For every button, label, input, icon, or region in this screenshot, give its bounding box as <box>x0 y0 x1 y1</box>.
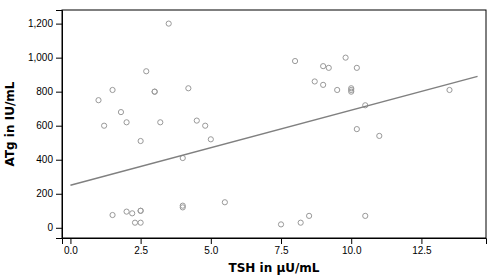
tick: 400 <box>36 154 62 165</box>
point <box>306 213 311 218</box>
tick-mark <box>56 126 62 127</box>
point <box>158 120 163 125</box>
point <box>144 69 149 74</box>
tick-mark <box>56 24 62 25</box>
tick-label: 5.0 <box>204 245 218 256</box>
point <box>326 65 331 70</box>
point <box>152 89 157 94</box>
point <box>186 86 191 91</box>
plot-frame <box>62 10 486 238</box>
chart: 0.0 2.5 5.0 7.5 10.0 12.5 0 200 400 600 800 1,000 1,… <box>0 0 500 278</box>
tick: 5.0 <box>204 238 218 256</box>
point <box>363 213 368 218</box>
point <box>349 89 354 94</box>
tick-label: 1,000 <box>28 52 53 63</box>
tick-label: 10.0 <box>342 245 362 256</box>
point <box>354 65 359 70</box>
tick: 1,200 <box>28 18 62 29</box>
tick-mark <box>56 58 62 59</box>
tick-label: 7.5 <box>275 245 289 256</box>
axis-line <box>63 239 487 245</box>
tick-label: 200 <box>36 188 53 199</box>
tick-mark <box>70 238 71 244</box>
point <box>203 123 208 128</box>
x-axis-title: TSH in μU/mL <box>229 261 320 275</box>
point <box>292 58 297 63</box>
point <box>354 127 359 132</box>
tick-label: 0 <box>47 222 53 233</box>
tick-label: 400 <box>36 154 53 165</box>
point <box>102 123 107 128</box>
regression-line <box>70 76 477 185</box>
point <box>194 118 199 123</box>
tick-label: 1,200 <box>28 18 53 29</box>
tick-mark <box>56 92 62 93</box>
tick-label: 12.5 <box>412 245 432 256</box>
point <box>208 137 213 142</box>
tick: 1,000 <box>28 52 62 63</box>
tick: 10.0 <box>342 238 362 256</box>
point <box>138 208 143 213</box>
y-axis-title: ATg in IU/mL <box>3 81 17 166</box>
marks <box>70 21 477 227</box>
point <box>312 79 317 84</box>
point <box>343 55 348 60</box>
point <box>138 220 143 225</box>
tick-mark <box>421 238 422 244</box>
point <box>298 220 303 225</box>
tick: 200 <box>36 188 62 199</box>
point <box>130 211 135 216</box>
point <box>110 212 115 217</box>
point <box>222 200 227 205</box>
point <box>335 87 340 92</box>
tick-mark <box>56 228 62 229</box>
point <box>110 87 115 92</box>
tick: 0 <box>47 222 62 233</box>
tick: 800 <box>36 86 62 97</box>
tick-label: 2.5 <box>134 245 148 256</box>
point <box>447 87 452 92</box>
tick-label: 600 <box>36 120 53 131</box>
tick: 2.5 <box>134 238 148 256</box>
point <box>124 209 129 214</box>
point <box>118 109 123 114</box>
tick-label: 800 <box>36 86 53 97</box>
tick-mark <box>56 194 62 195</box>
tick-mark <box>56 160 62 161</box>
point <box>321 64 326 69</box>
point <box>278 222 283 227</box>
point <box>96 98 101 103</box>
point <box>321 82 326 87</box>
point <box>132 220 137 225</box>
tick: 0.0 <box>64 238 78 256</box>
point <box>166 21 171 26</box>
y-axis: 0 200 400 600 800 1,000 1,200 <box>28 11 63 239</box>
point <box>124 120 129 125</box>
tick-mark <box>141 238 142 244</box>
point <box>138 138 143 143</box>
tick: 600 <box>36 120 62 131</box>
plot-root: 0.0 2.5 5.0 7.5 10.0 12.5 0 200 400 600 800 1,000 1,… <box>28 10 487 256</box>
point <box>152 89 157 94</box>
point <box>377 133 382 138</box>
tick-mark <box>211 238 212 244</box>
tick-label: 0.0 <box>64 245 78 256</box>
tick-mark <box>351 238 352 244</box>
axis-line <box>56 11 63 239</box>
tick: 7.5 <box>275 238 289 256</box>
tick-mark <box>281 238 282 244</box>
x-axis: 0.0 2.5 5.0 7.5 10.0 12.5 <box>63 238 487 256</box>
point <box>180 205 185 210</box>
point <box>138 208 143 213</box>
tick: 12.5 <box>412 238 432 256</box>
